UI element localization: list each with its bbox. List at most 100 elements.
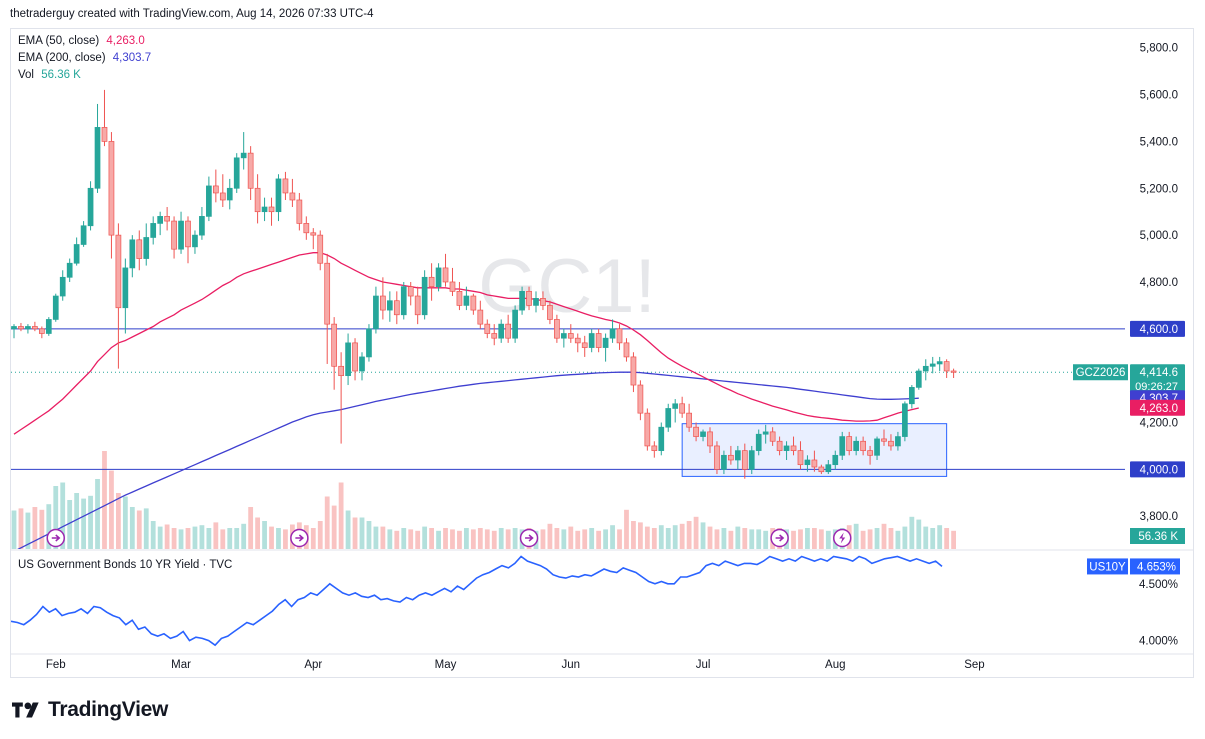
candle[interactable]: [11, 324, 17, 339]
candle[interactable]: [442, 253, 449, 287]
candle[interactable]: [714, 441, 720, 475]
candle[interactable]: [261, 197, 268, 222]
candle[interactable]: [233, 153, 240, 193]
candle[interactable]: [797, 441, 804, 470]
candle[interactable]: [477, 300, 484, 329]
candle[interactable]: [936, 356, 943, 371]
candle[interactable]: [94, 103, 101, 193]
candle[interactable]: [728, 445, 734, 465]
candle[interactable]: [665, 403, 672, 432]
candle[interactable]: [87, 181, 94, 231]
candle[interactable]: [386, 291, 393, 322]
ema200-line[interactable]: [14, 371, 919, 551]
candle[interactable]: [818, 464, 825, 475]
candle[interactable]: [150, 216, 157, 245]
candle[interactable]: [505, 314, 512, 343]
candle[interactable]: [206, 176, 212, 222]
candle[interactable]: [345, 333, 351, 386]
candle[interactable]: [491, 324, 498, 346]
candle[interactable]: [533, 291, 539, 313]
candle[interactable]: [804, 455, 811, 472]
candle[interactable]: [296, 192, 303, 231]
candle[interactable]: [122, 258, 129, 334]
volume-axis-tag[interactable]: 56.36 K: [1130, 528, 1185, 544]
candle[interactable]: [721, 450, 727, 475]
candle[interactable]: [199, 207, 205, 240]
candle[interactable]: [741, 443, 748, 479]
candle[interactable]: [734, 445, 741, 470]
candle[interactable]: [658, 422, 665, 456]
candle[interactable]: [498, 319, 505, 343]
candle[interactable]: [512, 305, 518, 343]
candle[interactable]: [143, 223, 150, 266]
candle[interactable]: [637, 380, 644, 421]
candle[interactable]: [45, 317, 52, 336]
candle[interactable]: [407, 281, 414, 306]
candle[interactable]: [359, 352, 365, 381]
candle[interactable]: [874, 436, 880, 460]
candle[interactable]: [400, 281, 407, 320]
candle[interactable]: [254, 174, 261, 224]
candle[interactable]: [811, 450, 818, 472]
candle[interactable]: [540, 291, 546, 311]
candle[interactable]: [943, 359, 950, 379]
candle[interactable]: [157, 211, 164, 236]
candle[interactable]: [915, 368, 922, 390]
candle[interactable]: [776, 436, 783, 456]
candle[interactable]: [303, 216, 310, 240]
candle[interactable]: [470, 293, 477, 315]
candle[interactable]: [219, 174, 226, 208]
candle[interactable]: [519, 286, 525, 315]
candle[interactable]: [52, 293, 59, 322]
candle[interactable]: [393, 291, 400, 325]
candle[interactable]: [644, 408, 651, 451]
candle[interactable]: [922, 359, 929, 381]
us10y-symbol-tag[interactable]: US10Y: [1087, 558, 1128, 575]
candle[interactable]: [366, 324, 372, 362]
candle[interactable]: [192, 230, 198, 254]
split-event-icon[interactable]: [290, 528, 309, 548]
candle[interactable]: [421, 270, 428, 320]
split-event-icon[interactable]: [770, 528, 789, 548]
candle[interactable]: [693, 422, 699, 442]
candle[interactable]: [672, 399, 679, 423]
candle[interactable]: [860, 436, 866, 456]
candle[interactable]: [769, 427, 776, 446]
candle[interactable]: [679, 396, 686, 418]
candle[interactable]: [630, 352, 637, 393]
candle[interactable]: [853, 436, 860, 456]
candle[interactable]: [902, 401, 908, 442]
split-event-icon[interactable]: [46, 528, 66, 548]
candle[interactable]: [164, 207, 170, 231]
hline-axis-tag-4600[interactable]: 4,600.0: [1130, 320, 1185, 337]
candle[interactable]: [700, 429, 706, 442]
candle[interactable]: [867, 445, 873, 465]
candle[interactable]: [338, 352, 344, 444]
candle[interactable]: [755, 429, 762, 456]
candle[interactable]: [616, 324, 623, 350]
candle[interactable]: [414, 286, 421, 325]
us10y-line[interactable]: [11, 555, 943, 647]
candle[interactable]: [707, 427, 713, 453]
candle[interactable]: [832, 450, 839, 470]
candle[interactable]: [449, 267, 456, 297]
hline-axis-tag-4000[interactable]: 4,000.0: [1130, 461, 1185, 478]
candle[interactable]: [331, 317, 338, 390]
candle[interactable]: [428, 263, 435, 301]
candle[interactable]: [602, 333, 609, 362]
candle[interactable]: [651, 441, 658, 458]
candle[interactable]: [289, 178, 296, 208]
flash-event-icon[interactable]: [832, 528, 852, 548]
candle[interactable]: [484, 319, 491, 339]
candle[interactable]: [32, 321, 38, 332]
candle[interactable]: [38, 326, 45, 339]
candle[interactable]: [456, 281, 463, 311]
candle[interactable]: [73, 237, 80, 266]
us10y-value-tag[interactable]: 4.653%: [1130, 558, 1180, 575]
sub-pane-title[interactable]: US Government Bonds 10 YR Yield · TVC: [18, 559, 232, 571]
candle[interactable]: [567, 324, 574, 343]
split-event-icon[interactable]: [519, 528, 539, 548]
candle[interactable]: [846, 431, 853, 456]
candle[interactable]: [212, 169, 219, 203]
candle[interactable]: [623, 338, 630, 362]
